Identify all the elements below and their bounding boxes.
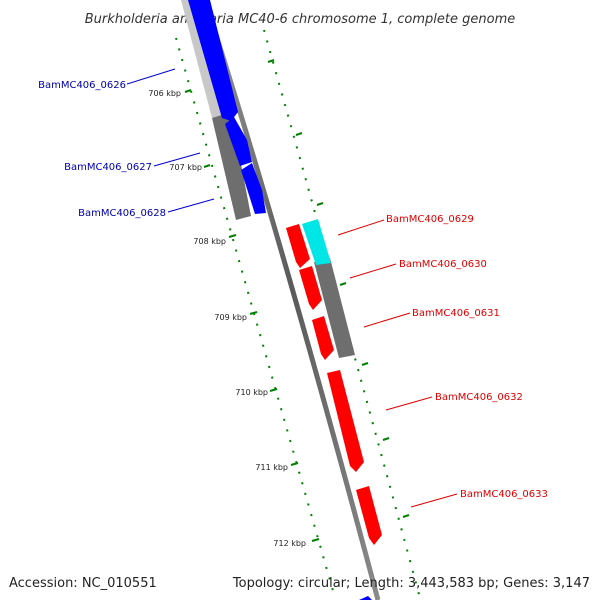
leader-line-0630 (349, 263, 397, 279)
gene-bar-0632[interactable] (327, 370, 364, 472)
forward-track-dark (212, 112, 251, 220)
leader-line-0629 (337, 219, 385, 236)
leader-line-0627 (153, 152, 201, 167)
gene-label-0629[interactable]: BamMC406_0629 (386, 214, 474, 225)
leader-line-0631 (363, 312, 411, 328)
gene-bar-bottom-partial (359, 596, 372, 600)
gene-bar-0629-red[interactable] (286, 224, 310, 268)
tick-label-706: 706 kbp (148, 89, 181, 98)
gene-label-0627[interactable]: BamMC406_0627 (64, 162, 152, 173)
tick-label-707: 707 kbp (169, 163, 202, 172)
tick-label-709: 709 kbp (214, 313, 247, 322)
leader-line-0632 (385, 396, 433, 411)
gene-label-0630[interactable]: BamMC406_0630 (399, 259, 487, 270)
tick-label-711: 711 kbp (255, 463, 288, 472)
gene-bar-0633[interactable] (356, 486, 382, 545)
gene-bar-0626[interactable] (188, 0, 238, 121)
gene-bar-0629[interactable] (302, 219, 331, 265)
genome-summary-text: Topology: circular; Length: 3,443,583 bp… (232, 576, 590, 591)
gene-bar-0631[interactable] (312, 316, 334, 360)
leader-line-0628 (167, 198, 215, 213)
gene-bar-0627[interactable] (225, 117, 252, 166)
gene-label-0632[interactable]: BamMC406_0632 (435, 392, 523, 403)
outer-ruler-ticks (267, 59, 410, 518)
inner-ruler-ticks (184, 89, 320, 542)
leader-line-0626 (126, 68, 176, 85)
gene-label-0633[interactable]: BamMC406_0633 (460, 489, 548, 500)
gene-bar-0628[interactable] (241, 163, 266, 214)
tick-label-712: 712 kbp (273, 539, 306, 548)
gene-label-0626[interactable]: BamMC406_0626 (38, 80, 126, 91)
gene-label-0628[interactable]: BamMC406_0628 (78, 208, 166, 219)
map-title: Burkholderia ambifaria MC40-6 chromosome… (85, 12, 515, 27)
leader-line-0633 (410, 493, 458, 508)
tick-label-708: 708 kbp (193, 237, 226, 246)
tick-label-710: 710 kbp (235, 388, 268, 397)
gene-bar-0630[interactable] (299, 266, 322, 310)
gene-label-0631[interactable]: BamMC406_0631 (412, 308, 500, 319)
reverse-track (314, 258, 355, 358)
accession-text: Accession: NC_010551 (9, 576, 157, 591)
ruler-inner-dotted-line (175, 37, 336, 599)
